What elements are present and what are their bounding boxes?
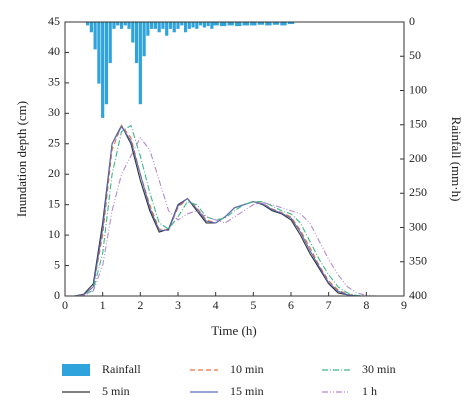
x-tick-label: 7 xyxy=(326,298,332,312)
rain-bar xyxy=(183,22,188,33)
rain-bar xyxy=(235,22,242,27)
rain-bar xyxy=(191,22,195,28)
rain-bar xyxy=(85,22,90,26)
rain-bar xyxy=(212,22,219,26)
rain-bar xyxy=(198,22,203,26)
rain-bar xyxy=(161,22,165,29)
legend-label: 1 h xyxy=(362,384,377,398)
y2-tick-label: 50 xyxy=(409,48,421,62)
rain-bar xyxy=(93,22,97,50)
rain-bar xyxy=(250,22,257,26)
depth-line xyxy=(65,125,404,297)
y2-tick-label: 400 xyxy=(409,288,427,302)
y-tick-label: 30 xyxy=(48,105,60,119)
rain-bar xyxy=(150,22,154,29)
legend-label: 5 min xyxy=(102,384,130,398)
y-tick-label: 10 xyxy=(48,227,60,241)
x-tick-label: 9 xyxy=(401,298,407,312)
rain-bar xyxy=(104,22,109,105)
y2-tick-label: 250 xyxy=(409,185,427,199)
rain-bar xyxy=(287,22,295,25)
y-tick-label: 5 xyxy=(54,257,60,271)
y-axis-title: Inundation depth (cm) xyxy=(14,101,29,217)
rain-bar xyxy=(138,22,142,105)
rain-bar xyxy=(242,22,250,26)
y2-axis-title: Rainfall (mm·h) xyxy=(449,117,464,202)
x-tick-label: 4 xyxy=(213,298,219,312)
y-tick-label: 35 xyxy=(48,75,60,89)
legend-label: 15 min xyxy=(230,384,264,398)
legend-swatch xyxy=(62,364,90,376)
y-tick-label: 45 xyxy=(48,14,60,28)
rain-bar xyxy=(187,22,191,29)
x-axis-title: Time (h) xyxy=(211,323,256,338)
rain-bar xyxy=(123,22,127,26)
rain-bar xyxy=(127,22,131,29)
rain-bar xyxy=(272,22,280,25)
rain-bar xyxy=(257,22,265,25)
rain-bar xyxy=(146,22,150,36)
x-tick-label: 3 xyxy=(175,298,181,312)
rain-bar xyxy=(168,22,173,29)
x-tick-label: 5 xyxy=(250,298,256,312)
rain-bar xyxy=(153,22,158,29)
y-tick-label: 25 xyxy=(48,136,60,150)
rain-bar xyxy=(119,22,124,29)
rain-bar xyxy=(142,22,146,57)
depth-line xyxy=(65,124,404,297)
y-tick-label: 0 xyxy=(54,288,60,302)
x-tick-label: 2 xyxy=(137,298,143,312)
rain-bar xyxy=(219,22,227,27)
rain-bar xyxy=(165,22,169,36)
x-tick-label: 0 xyxy=(62,298,68,312)
rain-bar xyxy=(97,22,101,84)
y2-tick-label: 350 xyxy=(409,254,427,268)
rain-bar xyxy=(265,22,272,26)
rain-bar xyxy=(280,22,287,26)
rain-bar xyxy=(176,22,180,29)
y2-tick-label: 150 xyxy=(409,117,427,131)
y-tick-label: 20 xyxy=(48,166,60,180)
x-tick-label: 1 xyxy=(100,298,106,312)
rain-bar xyxy=(157,22,161,33)
legend-label: 10 min xyxy=(230,362,264,376)
y2-tick-label: 300 xyxy=(409,219,427,233)
depth-line xyxy=(65,136,404,297)
y-tick-label: 40 xyxy=(48,44,60,58)
rain-bar xyxy=(112,22,116,29)
rain-bar xyxy=(195,22,199,29)
x-tick-label: 6 xyxy=(288,298,294,312)
x-tick-label: 8 xyxy=(363,298,369,312)
y2-tick-label: 0 xyxy=(409,14,415,28)
rain-bar xyxy=(108,22,112,64)
rain-bar xyxy=(227,22,234,26)
legend-label: Rainfall xyxy=(102,362,141,376)
rain-bar xyxy=(210,22,214,29)
rain-bar xyxy=(116,22,120,26)
legend-label: 30 min xyxy=(362,362,396,376)
y2-tick-label: 100 xyxy=(409,82,427,96)
rain-bar xyxy=(101,22,105,118)
rain-bar xyxy=(172,22,176,33)
rain-bar xyxy=(206,22,210,27)
rain-bar xyxy=(180,22,184,26)
rain-bar xyxy=(134,22,139,64)
rain-bar xyxy=(89,22,93,33)
rain-bar xyxy=(131,22,135,43)
rain-bar xyxy=(202,22,206,28)
y-tick-label: 15 xyxy=(48,196,60,210)
y2-tick-label: 200 xyxy=(409,151,427,165)
